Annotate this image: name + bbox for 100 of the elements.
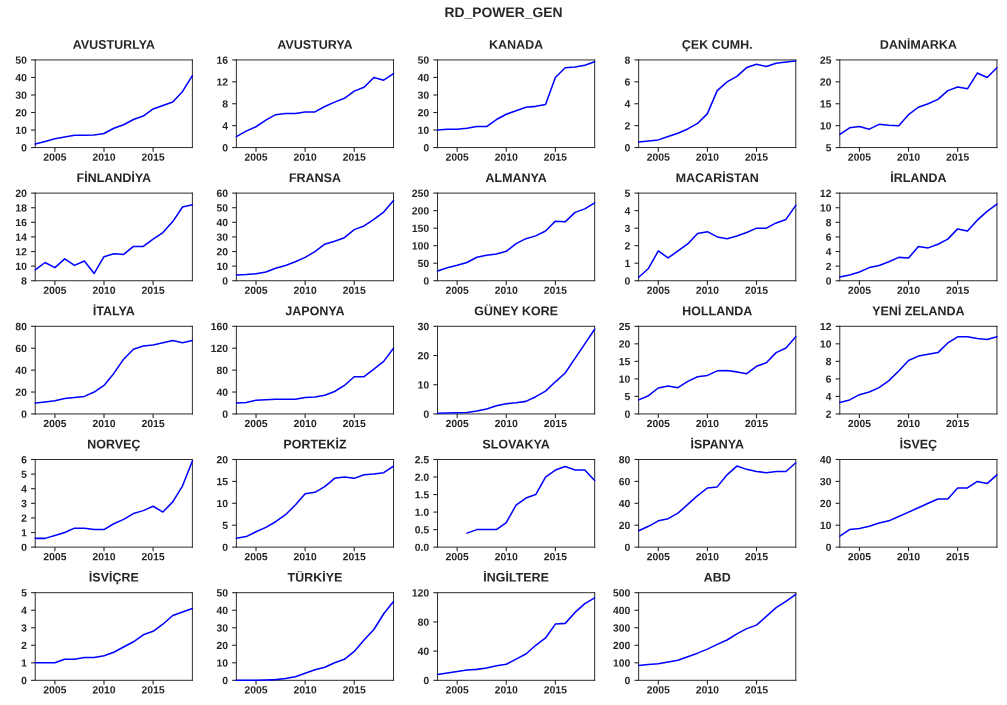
y-tick-label: 0 (222, 144, 228, 152)
x-tick-label: 2015 (745, 153, 768, 161)
x-tick-label: 2005 (445, 552, 469, 561)
y-tick-label: 10 (418, 126, 429, 134)
y-tick-label: 4 (21, 606, 27, 614)
y-tick-label: 15 (217, 478, 228, 486)
chart-title: HOLLANDA (683, 306, 752, 316)
y-tick-label: 3 (624, 224, 630, 233)
y-tick-label: 0 (624, 144, 630, 152)
x-tick-label: 2005 (647, 153, 670, 161)
y-tick-label: 4 (21, 485, 27, 493)
y-tick-label: 1 (21, 659, 27, 667)
y-tick-label: 20 (216, 641, 228, 650)
x-tick-label: 2015 (141, 552, 165, 561)
x-tick-label: 2015 (544, 153, 567, 161)
y-tick-label: 0.0 (415, 543, 429, 552)
y-tick-label: 1 (625, 259, 631, 267)
y-tick-label: 10 (15, 262, 27, 271)
chart-title: GÜNEY KORE (474, 304, 558, 316)
text: RD_POWER_GEN (445, 7, 562, 19)
x-tick-label: 2005 (647, 552, 670, 561)
y-tick-label: 10 (820, 521, 832, 530)
y-tick-label: 20 (216, 248, 228, 256)
y-tick-label: 0 (21, 144, 27, 152)
y-tick-label: 40 (417, 647, 429, 655)
y-tick-label: 20 (417, 109, 429, 117)
x-tick-label: 2010 (897, 552, 920, 561)
x-tick-label: 2015 (544, 286, 567, 294)
x-tick-label: 2015 (946, 153, 969, 161)
chart-title: KANADA (489, 40, 543, 49)
y-tick-label: 5 (624, 393, 631, 401)
y-tick-label: 0 (21, 676, 27, 685)
y-tick-label: 0 (423, 410, 429, 418)
x-tick-label: 2010 (293, 419, 317, 428)
x-tick-label: 2010 (495, 552, 518, 561)
y-tick-label: 400 (613, 606, 630, 615)
line-series (235, 72, 395, 138)
x-tick-label: 2005 (848, 286, 871, 294)
x-tick-label: 2005 (445, 286, 469, 294)
y-tick-label: 80 (216, 366, 228, 374)
y-tick-label: 2 (624, 242, 630, 250)
y-tick-label: 6 (624, 78, 630, 86)
x-tick-label: 2015 (544, 419, 567, 428)
y-tick-label: 40 (216, 218, 228, 227)
y-tick-label: 5 (222, 521, 228, 530)
x-tick-label: 2005 (647, 419, 670, 428)
x-tick-label: 2015 (343, 552, 366, 561)
y-tick-label: 0 (624, 277, 630, 285)
x-tick-label: 2010 (696, 419, 719, 428)
y-tick-label: 20 (619, 340, 630, 348)
y-tick-label: 8 (222, 100, 228, 108)
y-tick-label: 20 (216, 456, 228, 464)
x-tick-label: 2005 (244, 419, 268, 428)
x-tick-label: 2010 (897, 286, 920, 294)
x-tick-label: 2015 (745, 686, 768, 694)
x-tick-label: 2010 (293, 686, 317, 694)
chart-title: FİNLANDİYA (77, 171, 151, 183)
y-tick-label: 1 (21, 529, 27, 537)
y-tick-label: 4 (624, 100, 631, 108)
chart-title: YENİ ZELANDA (872, 304, 965, 316)
x-tick-label: 2005 (848, 552, 871, 561)
x-tick-label: 2015 (946, 286, 969, 294)
y-tick-label: 50 (15, 56, 27, 64)
line-series (235, 347, 395, 404)
x-tick-label: 2015 (141, 286, 165, 294)
y-tick-label: 5 (825, 144, 832, 152)
y-tick-label: 4 (825, 393, 832, 401)
chart-title: İTALYA (93, 304, 135, 316)
y-tick-label: 1.0 (415, 508, 429, 516)
x-tick-label: 2005 (848, 153, 871, 161)
y-tick-label: 30 (15, 91, 27, 99)
line-series (34, 339, 194, 404)
y-tick-label: 10 (217, 659, 228, 667)
y-tick-label: 50 (216, 204, 228, 212)
y-tick-label: 150 (412, 224, 429, 233)
chart-title: NORVEÇ (88, 439, 141, 451)
y-tick-label: 160 (211, 322, 228, 331)
y-tick-label: 2 (21, 514, 27, 522)
y-tick-label: 2 (21, 641, 27, 650)
y-tick-label: 5 (624, 189, 631, 197)
y-tick-label: 15 (619, 357, 631, 366)
y-tick-label: 30 (417, 322, 429, 331)
y-tick-label: 20 (619, 521, 630, 530)
x-tick-label: 2010 (495, 686, 518, 694)
y-tick-label: 4 (222, 122, 228, 130)
y-tick-label: 80 (619, 456, 630, 464)
x-tick-label: 2010 (696, 686, 719, 694)
y-tick-label: 40 (15, 73, 27, 82)
y-tick-label: 10 (820, 204, 832, 212)
y-tick-label: 10 (619, 375, 630, 383)
y-tick-label: 10 (217, 262, 228, 271)
line-series (637, 336, 797, 401)
chart-title: SLOVAKYA (482, 439, 550, 449)
line-series (839, 336, 998, 404)
y-tick-label: 120 (412, 589, 429, 597)
x-tick-label: 2010 (495, 286, 518, 294)
y-tick-label: 15 (820, 100, 832, 108)
x-tick-label: 2010 (293, 552, 317, 561)
y-tick-label: 6 (826, 233, 832, 241)
x-tick-label: 2010 (696, 153, 719, 161)
